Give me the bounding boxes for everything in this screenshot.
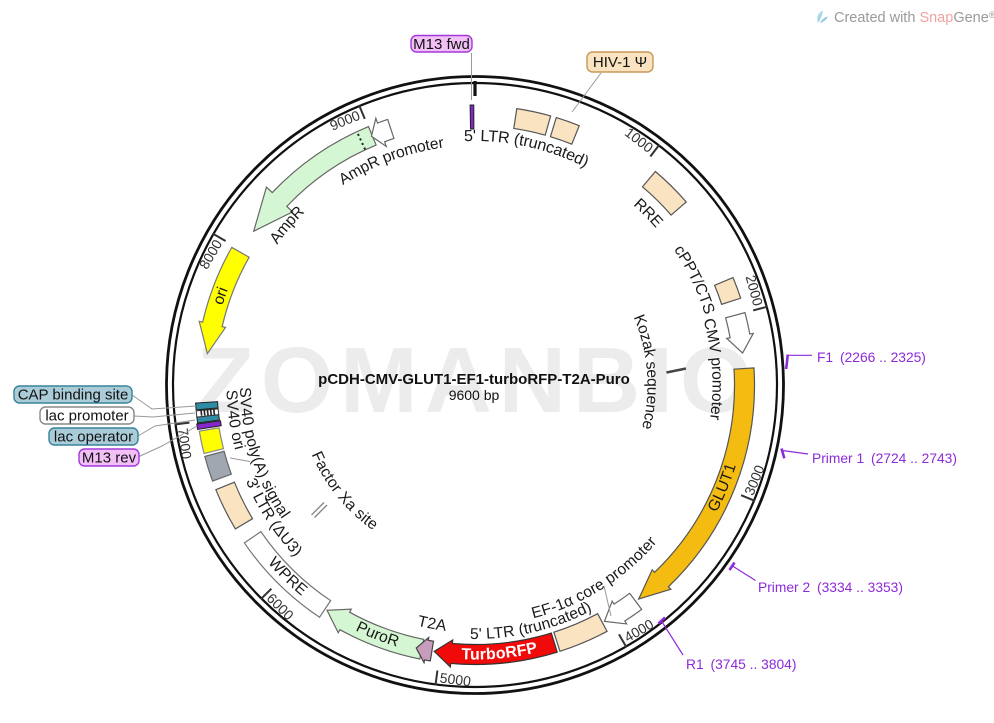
svg-text:2000: 2000 [743,273,767,307]
svg-text:R1 (3745 .. 3804): R1 (3745 .. 3804) [686,657,796,672]
svg-text:ZOMANBIO: ZOMANBIO [197,328,759,432]
svg-text:9600 bp: 9600 bp [449,387,500,403]
svg-text:F1 (2266 .. 2325): F1 (2266 .. 2325) [817,350,926,365]
svg-text:Factor Xa site: Factor Xa site [308,449,381,534]
svg-text:1000: 1000 [622,124,657,156]
svg-text:Primer 2 (3334 .. 3353): Primer 2 (3334 .. 3353) [758,580,903,595]
svg-text:HIV-1 Ψ: HIV-1 Ψ [593,54,647,71]
svg-text:M13 rev: M13 rev [82,450,137,467]
svg-text:CAP binding site: CAP binding site [18,387,129,404]
svg-text:ori: ori [210,285,232,307]
svg-text:7000: 7000 [175,427,195,460]
svg-text:Created with SnapGene®: Created with SnapGene® [834,10,994,26]
svg-text:M13 fwd: M13 fwd [413,36,470,53]
svg-text:T2A: T2A [416,613,448,635]
svg-text:cPPT/CTS: cPPT/CTS [670,242,717,316]
svg-text:lac promoter: lac promoter [45,408,128,425]
svg-text:5000: 5000 [439,669,472,689]
svg-text:Primer 1 (2724 .. 2743): Primer 1 (2724 .. 2743) [812,451,957,466]
svg-text:lac operator: lac operator [54,429,133,446]
svg-text:pCDH-CMV-GLUT1-EF1-turboRFP-T2: pCDH-CMV-GLUT1-EF1-turboRFP-T2A-Puro [318,371,630,388]
